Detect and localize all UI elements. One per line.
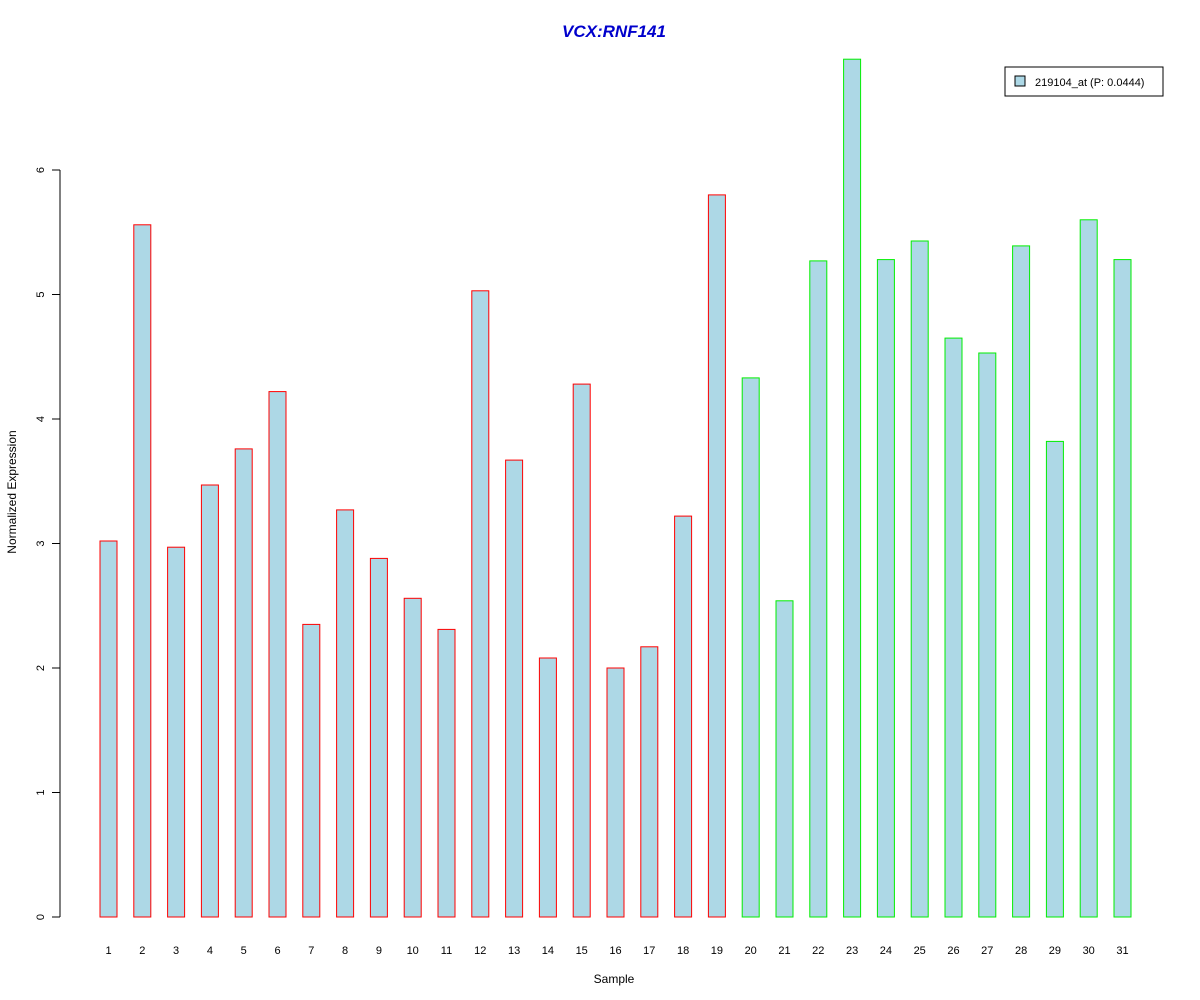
x-tick-label: 6	[274, 945, 280, 957]
y-tick-label: 5	[35, 291, 47, 297]
legend-box	[1004, 66, 1164, 97]
legend-label: 219104_at (P: 0.0444)	[1035, 77, 1144, 89]
x-tick-label: 20	[745, 945, 757, 957]
x-tick-label: 8	[342, 945, 348, 957]
bar-sample-26	[944, 337, 963, 918]
x-tick-label: 1	[105, 945, 111, 957]
x-tick-label: 30	[1083, 945, 1095, 957]
x-tick-label: 15	[576, 945, 588, 957]
bar-sample-23	[843, 58, 862, 918]
x-tick-label: 24	[880, 945, 892, 957]
legend-swatch	[1014, 75, 1026, 87]
bar-sample-24	[876, 259, 895, 918]
y-tick-label: 1	[35, 789, 47, 795]
bar-sample-15	[572, 383, 591, 918]
x-tick-label: 27	[981, 945, 993, 957]
bar-sample-22	[809, 260, 828, 918]
chart-title: VCX:RNF141	[562, 22, 666, 41]
bar-sample-18	[674, 515, 693, 918]
bar-sample-14	[538, 657, 557, 918]
x-tick-label: 16	[609, 945, 621, 957]
bar-sample-3	[167, 546, 186, 918]
bar-sample-8	[336, 509, 355, 918]
bar-sample-30	[1079, 219, 1098, 918]
x-tick-label: 21	[778, 945, 790, 957]
y-tick-label: 0	[35, 914, 47, 920]
y-axis-title: Normalized Expression	[5, 430, 19, 553]
x-tick-label: 14	[542, 945, 554, 957]
bar-sample-29	[1045, 440, 1064, 918]
x-tick-label: 29	[1049, 945, 1061, 957]
y-tick-label: 6	[35, 167, 47, 173]
x-tick-label: 25	[914, 945, 926, 957]
x-tick-label: 4	[207, 945, 213, 957]
x-tick-label: 7	[308, 945, 314, 957]
x-tick-label: 5	[241, 945, 247, 957]
bar-sample-10	[403, 597, 422, 918]
x-tick-label: 19	[711, 945, 723, 957]
bar-sample-19	[707, 194, 726, 918]
x-tick-label: 11	[441, 945, 452, 957]
bar-sample-16	[606, 667, 625, 918]
legend: 219104_at (P: 0.0444)	[1004, 66, 1164, 97]
bar-sample-31	[1113, 259, 1132, 918]
x-tick-label: 26	[947, 945, 959, 957]
bar-sample-1	[99, 540, 118, 918]
x-tick-label: 28	[1015, 945, 1027, 957]
bar-sample-7	[302, 623, 321, 918]
x-tick-label: 22	[812, 945, 824, 957]
x-tick-label: 12	[474, 945, 486, 957]
x-tick-label: 9	[376, 945, 382, 957]
bar-sample-12	[471, 290, 490, 918]
bar-sample-17	[640, 646, 659, 918]
bar-sample-5	[234, 448, 253, 918]
bar-sample-4	[200, 484, 219, 918]
y-tick-label: 2	[35, 665, 47, 671]
x-tick-label: 31	[1116, 945, 1128, 957]
bar-sample-27	[978, 352, 997, 918]
x-tick-label: 18	[677, 945, 689, 957]
y-tick-label: 4	[35, 416, 47, 422]
x-tick-label: 13	[508, 945, 520, 957]
x-tick-label: 23	[846, 945, 858, 957]
y-tick-label: 3	[35, 540, 47, 546]
y-axis: 0 1 2 3 4 5 6	[35, 167, 61, 920]
bar-sample-6	[268, 391, 287, 918]
x-tick-label: 3	[173, 945, 179, 957]
bar-sample-20	[741, 377, 760, 918]
bar-sample-25	[910, 240, 929, 918]
bar-sample-11	[437, 628, 456, 918]
bar-sample-2	[133, 224, 152, 918]
x-tick-label: 2	[139, 945, 145, 957]
bar-sample-13	[505, 459, 524, 918]
bar-sample-28	[1012, 245, 1031, 918]
x-tick-label: 17	[643, 945, 655, 957]
x-axis-title: Sample	[594, 972, 635, 986]
x-tick-labels: 1 2 3 4 5 6 7 8 9 10 11 12 13 14 15 16 17 18 19 20 21 22 23 24 2…	[105, 945, 1128, 957]
bar-sample-21	[775, 600, 794, 918]
bar-sample-9	[369, 557, 388, 918]
x-tick-label: 10	[407, 945, 419, 957]
bars-group	[99, 58, 1132, 918]
